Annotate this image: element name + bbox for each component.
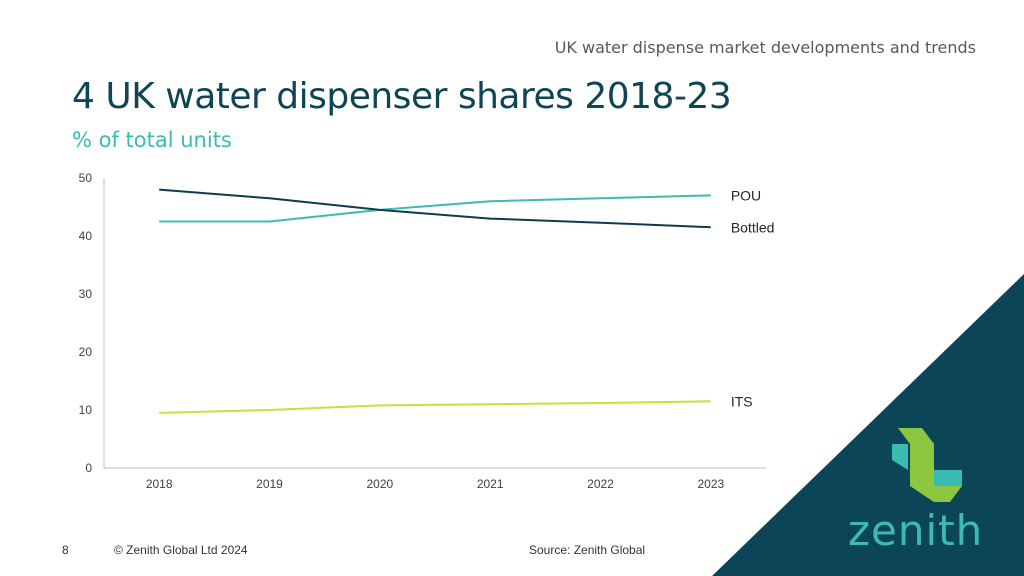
series-line-pou: [159, 194, 711, 223]
y-tick-label: 10: [79, 403, 93, 417]
series-line-its: [159, 400, 711, 414]
x-tick-label: 2023: [697, 477, 724, 491]
y-tick-label: 0: [85, 461, 92, 475]
series-label-its: ITS: [731, 393, 753, 409]
y-tick-label: 20: [79, 345, 93, 359]
zenith-logo-text: zenith: [848, 506, 984, 555]
series-label-pou: POU: [731, 187, 761, 203]
page-number: 8: [62, 543, 69, 557]
x-tick-label: 2021: [477, 477, 504, 491]
y-tick-label: 50: [79, 171, 93, 185]
x-tick-label: 2018: [146, 477, 173, 491]
series-label-bottled: Bottled: [731, 219, 775, 235]
page-subtitle: % of total units: [72, 128, 232, 152]
page-title: 4 UK water dispenser shares 2018-23: [72, 76, 732, 117]
copyright: © Zenith Global Ltd 2024: [114, 543, 248, 557]
y-tick-label: 40: [79, 229, 93, 243]
x-tick-label: 2022: [587, 477, 614, 491]
series-line-bottled: [159, 188, 711, 229]
zenith-logo-icon: [892, 428, 962, 502]
source-note: Source: Zenith Global: [529, 543, 646, 557]
x-tick-label: 2019: [256, 477, 283, 491]
y-tick-label: 30: [79, 287, 93, 301]
section-header: UK water dispense market developments an…: [554, 38, 976, 57]
x-tick-label: 2020: [366, 477, 393, 491]
